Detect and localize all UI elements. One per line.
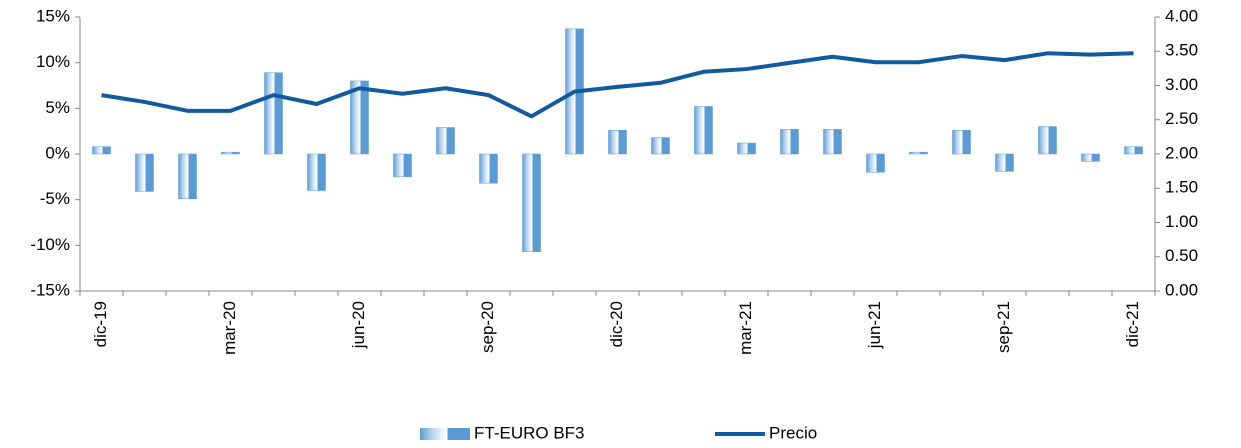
y-tick-label: 15% xyxy=(36,6,70,25)
bar xyxy=(522,153,541,252)
y-tick-label: -10% xyxy=(30,235,70,254)
legend-swatch xyxy=(420,428,470,440)
y2-tick-label: 3.50 xyxy=(1165,41,1198,60)
bar xyxy=(307,153,326,191)
y-tick-label: 10% xyxy=(36,52,70,71)
x-tick-label: jun-20 xyxy=(349,301,368,349)
bar xyxy=(350,80,369,155)
bar xyxy=(651,137,670,155)
y-tick-label: 5% xyxy=(45,98,70,117)
bar xyxy=(135,153,154,192)
bar xyxy=(952,130,971,155)
bar xyxy=(92,146,111,155)
bar xyxy=(1081,153,1100,162)
bar xyxy=(1124,146,1143,155)
y-tick-label: 0% xyxy=(45,143,70,162)
x-tick-label: dic-20 xyxy=(607,301,626,347)
bar xyxy=(608,130,627,155)
x-tick-label: sep-20 xyxy=(478,301,497,353)
bar xyxy=(780,129,799,155)
bar xyxy=(995,153,1014,172)
x-tick-label: dic-19 xyxy=(91,301,110,347)
y2-tick-label: 2.00 xyxy=(1165,143,1198,162)
bar xyxy=(737,142,756,155)
bar xyxy=(823,129,842,155)
bar xyxy=(264,72,283,155)
y-tick-label: -15% xyxy=(30,280,70,299)
y-tick-label: -5% xyxy=(40,189,70,208)
bar xyxy=(436,127,455,155)
y2-tick-label: 2.50 xyxy=(1165,109,1198,128)
bar xyxy=(479,153,498,184)
x-tick-label: sep-21 xyxy=(994,301,1013,353)
x-tick-label: mar-20 xyxy=(220,301,239,355)
x-tick-label: jun-21 xyxy=(865,301,884,349)
bar xyxy=(393,153,412,178)
y2-tick-label: 3.00 xyxy=(1165,75,1198,94)
bar xyxy=(866,153,885,173)
bar xyxy=(221,151,240,155)
legend-label: Precio xyxy=(769,423,817,442)
y2-tick-label: 1.50 xyxy=(1165,178,1198,197)
y2-tick-label: 0.00 xyxy=(1165,280,1198,299)
bar xyxy=(694,106,713,155)
y2-tick-label: 1.00 xyxy=(1165,212,1198,231)
bar xyxy=(909,151,928,155)
x-tick-label: mar-21 xyxy=(736,301,755,355)
y2-tick-label: 0.50 xyxy=(1165,246,1198,265)
bar xyxy=(178,153,197,200)
bar xyxy=(1038,126,1057,155)
legend-label: FT-EURO BF3 xyxy=(474,423,585,442)
line xyxy=(101,51,1134,119)
y2-tick-label: 4.00 xyxy=(1165,6,1198,25)
x-tick-label: dic-21 xyxy=(1123,301,1142,347)
